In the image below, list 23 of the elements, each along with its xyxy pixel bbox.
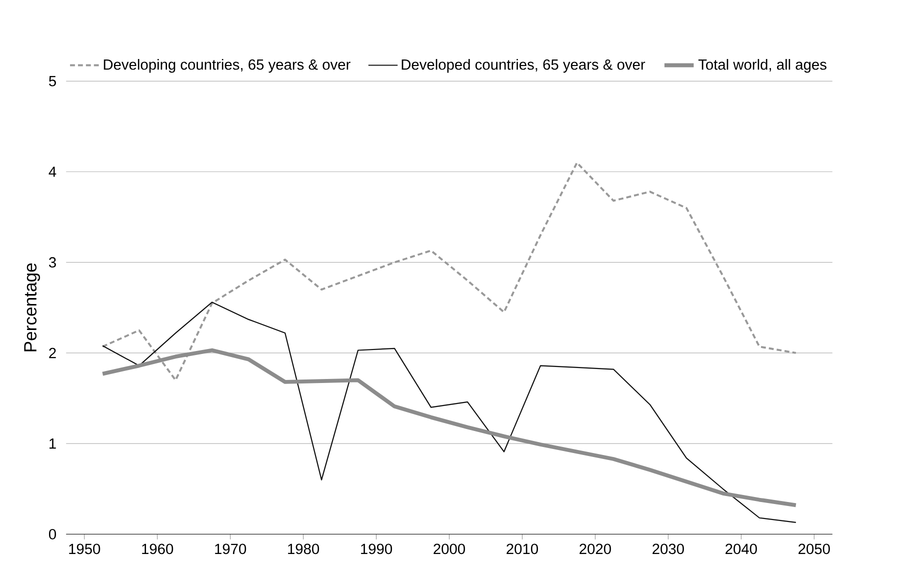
y-tick-label: 5 xyxy=(49,76,56,86)
x-tick-label: 1990 xyxy=(361,544,392,554)
legend-label: Total world, all ages xyxy=(698,58,826,72)
line-series xyxy=(100,348,798,507)
x-tick-label: 1960 xyxy=(142,544,174,554)
x-tick-label: 1950 xyxy=(69,544,100,554)
x-tick-label: 1980 xyxy=(288,544,320,554)
x-tick-label: 1970 xyxy=(215,544,246,554)
legend-label: Developed countries, 65 years & over xyxy=(402,58,646,72)
y-tick-label: 4 xyxy=(48,166,56,177)
x-tick-label: 2010 xyxy=(506,544,538,554)
y-axis-title: Percentage xyxy=(24,263,40,352)
legend-label: Developing countries, 65 years & over xyxy=(104,58,350,72)
y-tick-label: 3 xyxy=(48,256,56,268)
x-tick-label: 2050 xyxy=(798,544,830,554)
y-tick-label: 2 xyxy=(49,348,56,358)
x-tick-label: 2000 xyxy=(434,544,466,554)
y-tick-label: 0 xyxy=(48,528,56,540)
line-series xyxy=(102,301,796,523)
x-tick-label: 2040 xyxy=(726,544,757,554)
y-tick-label: 1 xyxy=(50,438,56,448)
x-tick-label: 2030 xyxy=(652,544,684,554)
x-tick-label: 2020 xyxy=(580,544,611,554)
